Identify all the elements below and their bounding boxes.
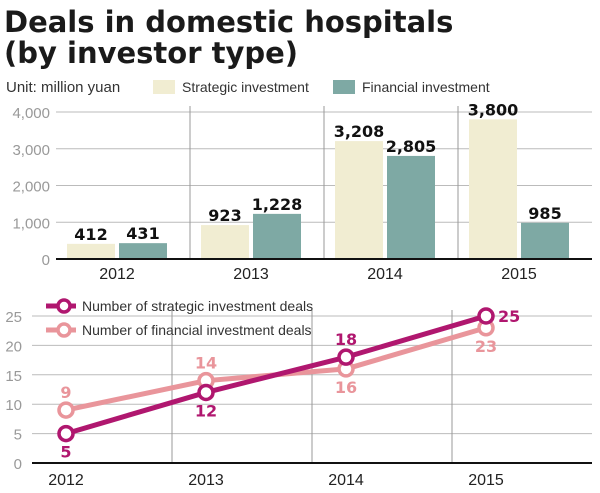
line-category-label: 2014 <box>328 472 364 489</box>
bar-data-label: 3,208 <box>334 122 385 141</box>
legend-label-strategic: Strategic investment <box>182 79 309 95</box>
data-point <box>337 348 355 366</box>
legend-marker <box>56 298 72 314</box>
legend-swatch-strategic <box>153 80 175 94</box>
line-data-label: 25 <box>498 307 520 326</box>
legend-label-financial: Financial investment <box>362 79 490 95</box>
bar-ytick-label: 3,000 <box>12 142 50 159</box>
bar-data-label: 3,800 <box>468 100 519 119</box>
line-ytick-label: 10 <box>5 397 22 414</box>
line-category-label: 2013 <box>188 472 224 489</box>
series-line-strategic <box>65 313 487 436</box>
bar-strategic <box>335 141 383 259</box>
data-point <box>57 401 75 419</box>
bar-ytick-label: 2,000 <box>12 179 50 196</box>
bar-financial <box>119 243 167 259</box>
line-data-label: 12 <box>195 401 217 420</box>
line-data-label: 9 <box>60 383 71 402</box>
line-ytick-label: 5 <box>14 427 22 444</box>
chart-title-line1: Deals in domestic hospitals <box>4 5 453 39</box>
line-data-label: 18 <box>335 330 357 349</box>
data-point <box>197 383 215 402</box>
bar-category-label: 2014 <box>367 266 403 283</box>
bar-ytick-label: 0 <box>42 252 50 269</box>
bar-strategic <box>469 119 517 259</box>
bar-data-label: 985 <box>528 204 561 223</box>
bar-ytick-label: 1,000 <box>12 215 50 232</box>
series-line-financial <box>65 325 487 413</box>
data-point <box>57 424 75 443</box>
bar-strategic <box>201 225 249 259</box>
bar-data-label: 412 <box>74 225 107 244</box>
line-ytick-label: 15 <box>5 368 22 385</box>
bar-data-label: 431 <box>126 224 159 243</box>
bar-data-label: 2,805 <box>386 137 437 156</box>
bar-data-label: 923 <box>208 206 241 225</box>
legend-label-financial-deals: Number of financial investment deals <box>82 322 312 338</box>
bar-financial <box>253 213 301 259</box>
bar-category-label: 2013 <box>233 266 269 283</box>
line-category-label: 2012 <box>48 472 84 489</box>
legend-marker <box>56 322 72 338</box>
line-data-label: 5 <box>60 443 71 462</box>
bar-category-label: 2012 <box>99 266 135 283</box>
line-ytick-label: 20 <box>5 338 22 355</box>
line-data-label: 16 <box>335 378 357 397</box>
unit-label: Unit: million yuan <box>6 79 120 96</box>
line-data-label: 23 <box>475 337 497 356</box>
bar-financial <box>521 222 569 259</box>
chart-title-line2: (by investor type) <box>4 36 298 70</box>
bar-strategic <box>67 243 115 259</box>
line-ytick-label: 0 <box>14 456 22 473</box>
legend-label-strategic-deals: Number of strategic investment deals <box>82 298 313 314</box>
line-ytick-label: 25 <box>5 309 22 326</box>
bar-data-label: 1,228 <box>252 195 303 214</box>
line-category-label: 2015 <box>468 472 504 489</box>
bar-financial <box>387 155 435 259</box>
bar-category-label: 2015 <box>501 266 537 283</box>
bar-ytick-label: 4,000 <box>12 105 50 122</box>
line-data-label: 14 <box>195 354 217 373</box>
data-point <box>477 307 495 325</box>
legend-swatch-financial <box>333 80 355 94</box>
